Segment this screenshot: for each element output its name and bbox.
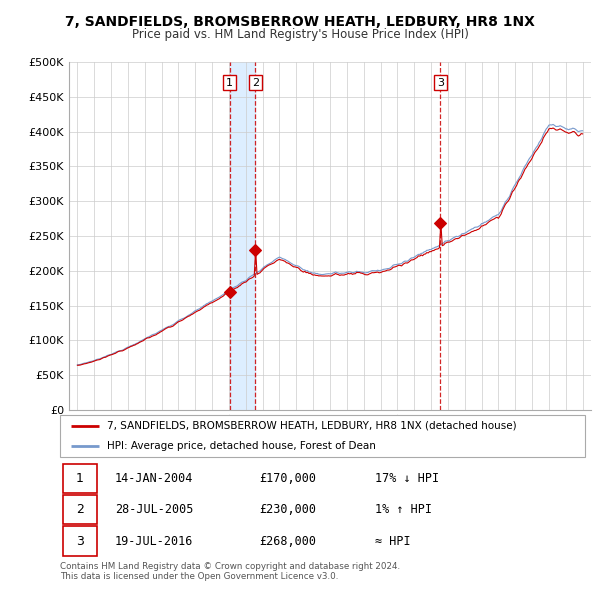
Text: 1: 1 [226, 78, 233, 87]
Text: 2: 2 [252, 78, 259, 87]
Text: 1: 1 [76, 472, 84, 485]
Text: 2: 2 [76, 503, 84, 516]
Point [251, 245, 260, 255]
FancyBboxPatch shape [62, 495, 97, 525]
Text: 19-JUL-2016: 19-JUL-2016 [115, 535, 193, 548]
Text: HPI: Average price, detached house, Forest of Dean: HPI: Average price, detached house, Fore… [107, 441, 376, 451]
FancyBboxPatch shape [60, 415, 585, 457]
Text: Price paid vs. HM Land Registry's House Price Index (HPI): Price paid vs. HM Land Registry's House … [131, 28, 469, 41]
Point [436, 219, 445, 228]
Text: 28-JUL-2005: 28-JUL-2005 [115, 503, 193, 516]
Text: 1% ↑ HPI: 1% ↑ HPI [375, 503, 432, 516]
FancyBboxPatch shape [62, 526, 97, 556]
Text: 14-JAN-2004: 14-JAN-2004 [115, 472, 193, 485]
Point [225, 287, 235, 296]
Text: Contains HM Land Registry data © Crown copyright and database right 2024.
This d: Contains HM Land Registry data © Crown c… [60, 562, 400, 581]
Text: 7, SANDFIELDS, BROMSBERROW HEATH, LEDBURY, HR8 1NX: 7, SANDFIELDS, BROMSBERROW HEATH, LEDBUR… [65, 15, 535, 30]
Text: 3: 3 [437, 78, 444, 87]
Text: 17% ↓ HPI: 17% ↓ HPI [375, 472, 439, 485]
Text: £170,000: £170,000 [260, 472, 317, 485]
Text: ≈ HPI: ≈ HPI [375, 535, 410, 548]
Text: 7, SANDFIELDS, BROMSBERROW HEATH, LEDBURY, HR8 1NX (detached house): 7, SANDFIELDS, BROMSBERROW HEATH, LEDBUR… [107, 421, 517, 431]
Bar [230, 62, 256, 410]
Text: 3: 3 [76, 535, 84, 548]
FancyBboxPatch shape [62, 464, 97, 493]
Text: £268,000: £268,000 [260, 535, 317, 548]
Text: £230,000: £230,000 [260, 503, 317, 516]
